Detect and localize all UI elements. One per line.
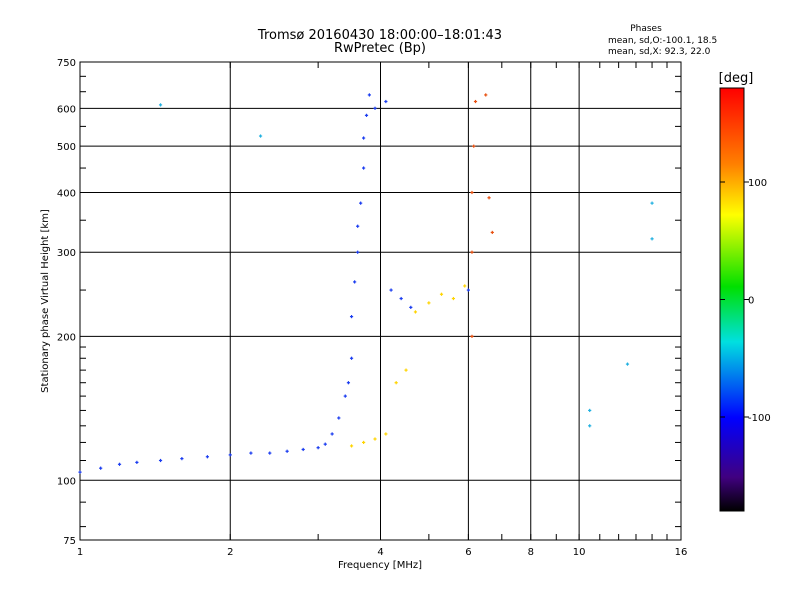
stats-line-o: mean, sd,O:-100.1, 18.5 xyxy=(608,36,717,46)
data-point xyxy=(359,201,363,205)
data-point xyxy=(323,442,327,446)
data-point xyxy=(466,288,470,292)
data-point xyxy=(451,296,456,301)
colorbar-label: [deg] xyxy=(719,71,754,86)
data-point xyxy=(470,334,474,338)
data-point xyxy=(78,470,82,474)
data-point xyxy=(484,93,488,97)
data-point xyxy=(389,288,393,292)
data-point xyxy=(394,381,398,385)
x-tick-label: 1 xyxy=(77,547,83,558)
data-point xyxy=(473,99,478,104)
data-point xyxy=(472,144,476,148)
data-point xyxy=(373,106,377,110)
y-tick-label: 500 xyxy=(57,142,76,153)
data-point xyxy=(135,460,139,464)
data-point xyxy=(349,356,354,360)
data-point xyxy=(367,93,371,97)
stats-line-x: mean, sd,X: 92.3, 22.0 xyxy=(608,47,711,57)
data-point xyxy=(180,457,184,461)
data-point xyxy=(364,113,369,117)
data-point xyxy=(470,190,474,195)
x-axis: 1 2 4 6 8 10 16 xyxy=(77,62,688,558)
x-tick-label: 6 xyxy=(465,547,471,558)
data-point xyxy=(650,237,654,241)
data-point xyxy=(588,424,592,428)
data-point xyxy=(588,408,592,413)
data-point xyxy=(463,284,467,288)
plot-grid xyxy=(80,62,681,540)
data-point xyxy=(316,446,320,450)
data-point xyxy=(346,381,351,385)
data-point xyxy=(409,305,413,309)
y-tick-label: 300 xyxy=(57,248,76,259)
data-point xyxy=(362,166,366,170)
chart-subtitle: RwPretec (Bp) xyxy=(334,41,426,56)
data-point xyxy=(343,394,347,398)
data-point xyxy=(249,451,253,455)
x-tick-label: 10 xyxy=(573,547,586,558)
data-point xyxy=(337,416,341,420)
data-point xyxy=(301,447,305,452)
data-point xyxy=(356,250,360,254)
y-tick-label: 75 xyxy=(63,536,76,547)
data-point xyxy=(353,280,357,284)
colorbar-ticks: 100 0 -100 xyxy=(720,178,771,424)
data-point xyxy=(373,437,377,441)
data-points xyxy=(78,93,654,474)
data-point xyxy=(404,368,408,372)
data-point xyxy=(413,310,418,314)
data-point xyxy=(470,250,474,254)
y-tick-label: 400 xyxy=(57,188,76,199)
y-tick-label: 600 xyxy=(57,104,76,115)
chart-title: Tromsø 20160430 18:00:00–18:01:43 xyxy=(257,28,502,43)
colorbar-tick-label: 0 xyxy=(748,296,754,307)
x-tick-label: 2 xyxy=(227,547,233,558)
data-point xyxy=(205,455,210,459)
data-point xyxy=(158,103,163,107)
data-point xyxy=(650,201,654,205)
data-point xyxy=(427,301,431,305)
x-axis-label: Frequency [MHz] xyxy=(338,560,422,571)
data-point xyxy=(384,99,388,104)
data-point xyxy=(356,224,360,228)
data-point xyxy=(384,432,388,436)
data-point xyxy=(439,292,444,296)
y-axis-label: Stationary phase Virtual Height [km] xyxy=(40,209,51,393)
colorbar-tick-label: 100 xyxy=(748,178,767,189)
x-tick-label: 4 xyxy=(377,547,383,558)
data-point xyxy=(362,136,366,140)
colorbar-tick-label: -100 xyxy=(748,413,771,424)
data-point xyxy=(349,315,354,319)
data-point xyxy=(487,196,491,200)
y-axis: 75 100 200 300 400 500 600 750 xyxy=(57,58,681,547)
data-point xyxy=(625,362,630,366)
data-point xyxy=(99,466,103,470)
data-point xyxy=(228,453,232,457)
data-point xyxy=(117,462,122,466)
x-tick-label: 8 xyxy=(528,547,534,558)
data-point xyxy=(362,440,366,445)
y-tick-label: 750 xyxy=(57,58,76,69)
data-point xyxy=(349,444,354,448)
stats-heading: Phases xyxy=(630,24,662,34)
data-point xyxy=(490,230,494,235)
y-tick-label: 200 xyxy=(57,332,76,343)
y-tick-label: 100 xyxy=(57,476,76,487)
data-point xyxy=(330,432,334,436)
data-point xyxy=(285,449,289,453)
data-point xyxy=(158,458,163,463)
x-tick-label: 16 xyxy=(675,547,688,558)
data-point xyxy=(258,134,263,138)
data-point xyxy=(268,451,272,455)
data-point xyxy=(399,296,403,301)
